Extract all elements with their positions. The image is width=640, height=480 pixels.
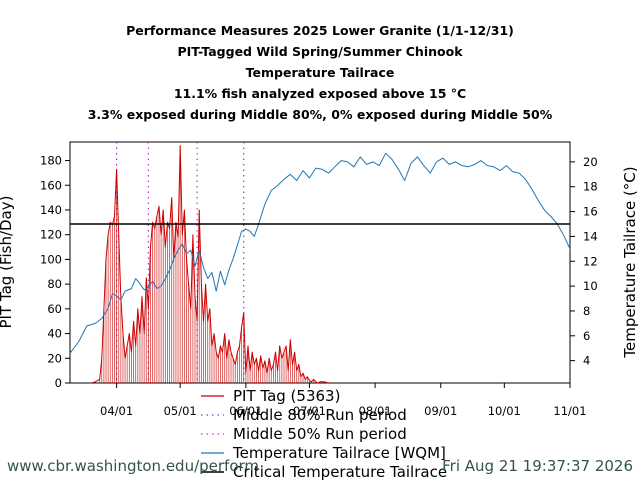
x-tick-label: 09/01 (424, 404, 457, 418)
plot-frame (69, 141, 571, 384)
x-tick-label: 06/01 (229, 404, 262, 418)
x-tick-label: 08/01 (359, 404, 392, 418)
chart-title: Performance Measures 2025 Lower Granite … (88, 23, 553, 122)
pit-tag-line (91, 145, 329, 384)
y2-tick-label: 14 (583, 229, 598, 243)
y-axis-title: PIT Tag (Fish/Day) (0, 196, 15, 329)
title-line-3: Temperature Tailrace (246, 65, 395, 80)
title-line-2: PIT-Tagged Wild Spring/Summer Chinook (177, 44, 463, 59)
x-tick-label: 10/01 (488, 404, 521, 418)
y-tick-label: 80 (47, 277, 62, 291)
y-tick-label: 60 (47, 302, 62, 316)
footer-timestamp: Fri Aug 21 19:37:37 2026 (442, 457, 633, 475)
y2-tick-label: 10 (583, 279, 598, 293)
legend-label-middle-80: Middle 80% Run period (233, 406, 407, 424)
temperature-series (69, 152, 571, 354)
y-tick-label: 100 (40, 252, 62, 266)
y2-axis-title: Temperature Tailrace (°C) (621, 166, 639, 358)
y-tick-label: 160 (40, 178, 62, 192)
x-tick-label: 05/01 (164, 404, 197, 418)
y2-tick-label: 20 (583, 155, 598, 169)
y-tick-label: 140 (40, 203, 62, 217)
x-tick-label: 11/01 (553, 404, 586, 418)
y2-tick-label: 12 (583, 254, 598, 268)
y2-axis: 4 6 8 10 12 14 16 18 20 (570, 155, 598, 368)
y-tick-label: 0 (55, 376, 62, 390)
pit-tag-series (91, 145, 329, 384)
legend-label-middle-50: Middle 50% Run period (233, 425, 407, 443)
legend-label-temperature: Temperature Tailrace [WQM] (232, 444, 446, 462)
title-line-4: 11.1% fish analyzed exposed above 15 °C (174, 86, 466, 101)
y-tick-label: 120 (40, 228, 62, 242)
y-tick-label: 20 (47, 351, 62, 365)
x-axis: 04/01 05/01 06/01 07/01 08/01 09/01 10/01 11/01 (100, 383, 587, 418)
y2-tick-label: 4 (583, 354, 590, 368)
legend: PIT Tag (5363) Middle 80% Run period Mid… (201, 387, 447, 480)
y2-tick-label: 18 (583, 180, 598, 194)
y-tick-label: 40 (47, 327, 62, 341)
y2-tick-label: 8 (583, 304, 590, 318)
legend-label-critical: Critical Temperature Tailrace (233, 463, 447, 480)
y2-tick-label: 6 (583, 329, 590, 343)
x-tick-label: 07/01 (293, 404, 326, 418)
footer-url: www.cbr.washington.edu/perform (7, 457, 259, 475)
x-tick-label: 04/01 (100, 404, 133, 418)
y-tick-label: 180 (40, 154, 62, 168)
legend-label-pit-tag: PIT Tag (5363) (233, 387, 340, 405)
title-line-5: 3.3% exposed during Middle 80%, 0% expos… (88, 107, 553, 122)
title-line-1: Performance Measures 2025 Lower Granite … (126, 23, 514, 38)
y-axis: 0 20 40 60 80 100 120 140 160 180 (40, 154, 70, 390)
temperature-line (69, 152, 571, 354)
y2-tick-label: 16 (583, 205, 598, 219)
